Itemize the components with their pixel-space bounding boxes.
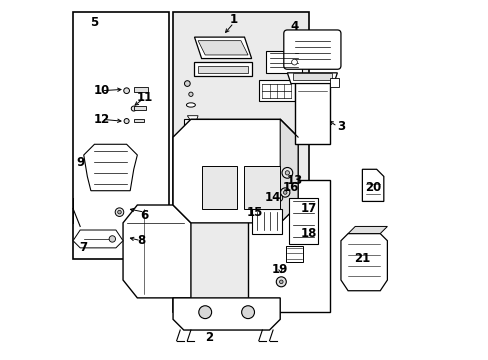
Text: 20: 20: [364, 181, 381, 194]
Polygon shape: [187, 116, 198, 126]
Polygon shape: [362, 169, 383, 202]
Polygon shape: [198, 66, 247, 73]
Text: 16: 16: [282, 181, 299, 194]
Text: 9: 9: [76, 156, 84, 168]
Circle shape: [188, 92, 193, 96]
Text: 8: 8: [137, 234, 145, 247]
Bar: [329, 78, 339, 87]
Circle shape: [276, 277, 285, 287]
Circle shape: [118, 210, 121, 214]
Circle shape: [282, 167, 292, 178]
Polygon shape: [83, 144, 137, 191]
Bar: [251, 208, 282, 234]
Text: 10: 10: [93, 84, 109, 97]
Text: 4: 4: [290, 20, 298, 33]
Polygon shape: [194, 37, 251, 59]
Text: 1: 1: [229, 13, 237, 26]
Bar: [134, 87, 148, 92]
Bar: [258, 80, 294, 102]
Circle shape: [123, 88, 129, 94]
Polygon shape: [198, 41, 247, 55]
Polygon shape: [194, 62, 251, 76]
Bar: [134, 106, 146, 110]
FancyBboxPatch shape: [283, 30, 340, 69]
Bar: [292, 73, 331, 80]
Text: 14: 14: [264, 192, 281, 204]
Text: 3: 3: [336, 120, 345, 133]
Circle shape: [131, 106, 136, 111]
Circle shape: [275, 194, 282, 202]
Polygon shape: [280, 119, 298, 223]
Text: 7: 7: [80, 241, 88, 255]
Circle shape: [241, 306, 254, 319]
Text: 13: 13: [286, 174, 302, 186]
Text: 5: 5: [90, 16, 99, 29]
Circle shape: [124, 118, 129, 123]
Bar: [247, 180, 329, 312]
Bar: [288, 198, 317, 244]
Bar: [201, 166, 237, 208]
Bar: [183, 119, 208, 155]
Circle shape: [280, 188, 289, 197]
Bar: [265, 51, 301, 73]
Text: 18: 18: [300, 227, 316, 240]
Text: 6: 6: [140, 209, 148, 222]
Circle shape: [189, 132, 192, 135]
Text: 12: 12: [93, 113, 109, 126]
Circle shape: [279, 280, 283, 284]
Circle shape: [283, 191, 286, 194]
Ellipse shape: [186, 103, 195, 107]
Circle shape: [285, 171, 289, 175]
Text: 19: 19: [271, 263, 288, 276]
Circle shape: [198, 306, 211, 319]
Bar: [173, 12, 308, 312]
Polygon shape: [287, 73, 337, 84]
Polygon shape: [340, 234, 386, 291]
Bar: [285, 246, 303, 262]
Bar: [73, 12, 169, 258]
Text: 15: 15: [246, 206, 263, 219]
Polygon shape: [347, 226, 386, 234]
Text: 17: 17: [300, 202, 316, 215]
Polygon shape: [173, 298, 280, 330]
Bar: [134, 119, 144, 122]
Polygon shape: [123, 205, 190, 298]
Text: 21: 21: [353, 252, 370, 265]
Circle shape: [291, 59, 297, 65]
Text: 11: 11: [136, 91, 152, 104]
Circle shape: [115, 208, 123, 216]
Polygon shape: [173, 119, 298, 223]
Circle shape: [184, 81, 190, 86]
Text: 2: 2: [204, 331, 212, 344]
Polygon shape: [73, 230, 123, 248]
Circle shape: [109, 236, 115, 242]
Polygon shape: [294, 80, 329, 144]
Bar: [244, 166, 280, 208]
